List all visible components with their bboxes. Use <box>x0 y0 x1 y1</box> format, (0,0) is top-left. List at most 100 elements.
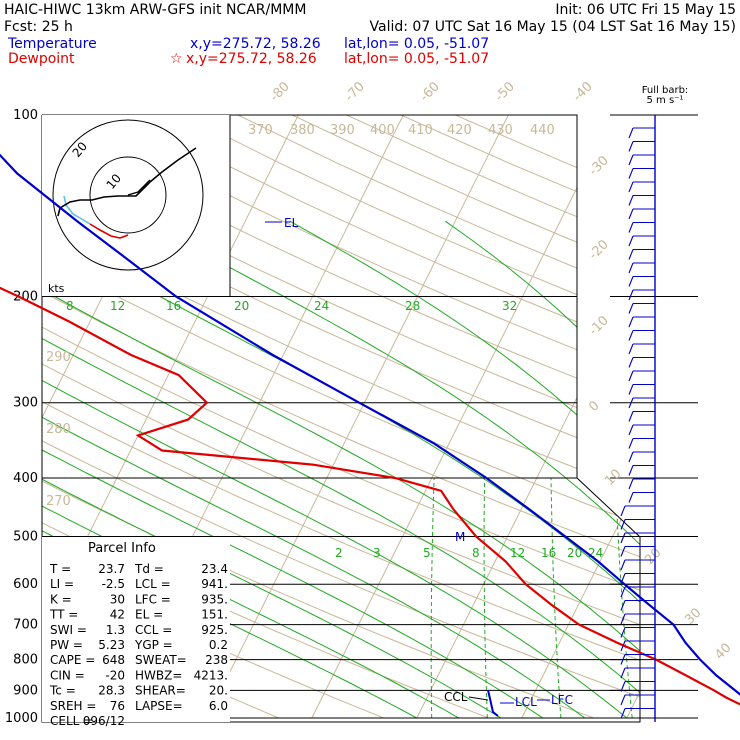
moist-adiabat-label: 12 <box>110 299 125 313</box>
parcel-info-cell: 5.23 <box>98 638 125 652</box>
parcel-info-cell: 096/12 <box>83 714 125 728</box>
parcel-info-cell: HWBZ= <box>135 668 182 682</box>
wind-barb-flag <box>628 478 634 490</box>
mixing-ratio-label: 3 <box>373 546 381 560</box>
parcel-info-cell: LAPSE= <box>135 699 183 713</box>
adiabat-line <box>42 115 640 719</box>
wind-barb-flag <box>620 532 626 544</box>
adiabat-line <box>42 115 384 719</box>
isotherm-line <box>521 115 640 719</box>
wind-barb-flag <box>628 370 634 382</box>
parcel-info-cell: SWEAT= <box>135 653 187 667</box>
wind-barb-flag <box>628 424 634 436</box>
isotherm-label: -50 <box>492 79 518 105</box>
wind-barb-flag <box>620 586 626 598</box>
legend-dewpoint: Dewpoint <box>8 51 75 67</box>
parcel-info-cell: SWI = <box>50 623 87 637</box>
isotherm-label: 10 <box>602 467 624 489</box>
theta-label: 290 <box>46 350 71 365</box>
wind-barb-flag <box>628 195 634 206</box>
background-labels: -80 -70 -60 -50 -40 -30 -20 -10 0 10 20 30 40 370 380 3… <box>46 79 735 663</box>
parcel-info-cell: 23.7 <box>98 562 125 576</box>
wind-barbs <box>620 115 656 722</box>
dewpoint-xy: x,y=275.72, 58.26 <box>186 51 317 67</box>
wind-barb-flag <box>628 411 634 422</box>
pressure-label: 500 <box>13 529 38 544</box>
parcel-info-cell: 28.3 <box>98 684 125 698</box>
adiabat-line <box>400 115 640 719</box>
moist-adiabat-line <box>42 220 544 719</box>
parcel-info-cell: 23.4 <box>201 562 228 576</box>
parcel-info-cell: 42 <box>110 608 125 622</box>
parcel-info-cell: LCL = <box>135 577 171 591</box>
wind-barb-flag <box>628 235 634 247</box>
wind-barb-flag <box>628 222 634 233</box>
temperature-latlon: lat,lon= 0.05, -51.07 <box>344 36 489 52</box>
parcel-info-cell: 1.3 <box>106 623 125 637</box>
wind-barb-flag <box>628 492 634 503</box>
temperature-xy: x,y=275.72, 58.26 <box>190 36 321 52</box>
parcel-info-cell: Tc = <box>49 684 76 698</box>
wind-barb-flag <box>620 681 626 692</box>
wind-barb-flag <box>628 141 634 152</box>
wind-barb-flag <box>628 181 634 193</box>
wind-barb-flag <box>628 384 634 395</box>
ccl-marker: CCL <box>444 690 468 704</box>
adiabat-line <box>42 115 640 719</box>
header-forecast: Fcst: 25 h <box>4 19 73 35</box>
mixing-ratio-line <box>673 478 696 718</box>
wind-barb-flag <box>620 667 626 679</box>
el-marker: EL <box>284 216 299 230</box>
parcel-info-cell: TT = <box>49 608 78 622</box>
wind-barb-flag <box>628 276 634 287</box>
pressure-label: 300 <box>13 396 38 411</box>
theta-label: 420 <box>447 123 472 138</box>
temperature-profile <box>0 153 740 696</box>
parcel-info-panel: Parcel Info T = 23.7 Td = 23.4 LI = -2.5 LCL =… <box>42 537 230 728</box>
dewpoint-profile <box>0 286 740 706</box>
isotherm-label: 0 <box>586 398 602 414</box>
lcl-marker: LCL <box>515 695 537 709</box>
mixing-ratio-label: 16 <box>541 546 556 560</box>
parcel-info-cell: CIN = <box>50 668 85 682</box>
wind-barb-flag <box>628 262 634 274</box>
adiabat-line <box>42 115 640 719</box>
moist-adiabat-label: 24 <box>314 299 329 313</box>
mixing-ratio-label: 24 <box>588 546 603 560</box>
theta-label: 390 <box>330 123 355 138</box>
mixing-ratio-label: 5 <box>423 546 431 560</box>
adiabat-line <box>42 115 640 719</box>
parcel-base-marker <box>487 689 499 717</box>
header-model: HAIC-HIWC 13km ARW-GFS init NCAR/MMM <box>4 2 306 18</box>
parcel-info-cell: 20. <box>209 684 228 698</box>
theta-label: 430 <box>488 123 513 138</box>
legend-temperature: Temperature <box>7 36 97 52</box>
isotherm-label: 20 <box>642 546 664 568</box>
adiabat-line <box>291 115 640 719</box>
isotherm-line <box>416 115 640 719</box>
wind-barb-flag <box>620 573 626 584</box>
wind-barb-flag <box>620 640 626 652</box>
wind-barb-flag <box>628 316 634 328</box>
wind-barb-flag <box>620 600 626 611</box>
isotherm-line <box>206 115 509 719</box>
parcel-info-cell: 648 <box>102 653 125 667</box>
isotherm-label: -10 <box>586 313 612 339</box>
wind-barb-flag <box>620 505 626 517</box>
parcel-info-cell: T = <box>49 562 71 576</box>
isotherm-label: 40 <box>712 641 734 663</box>
parcel-info-cell: 941. <box>201 577 228 591</box>
wind-barb-flag <box>628 289 634 301</box>
hodograph: 20 10 kts <box>42 115 231 296</box>
wind-barb-flag <box>620 559 626 571</box>
wind-barb-flag <box>620 654 626 665</box>
parcel-info-cell: 0.2 <box>209 638 228 652</box>
wind-barb-flag <box>628 397 634 409</box>
parcel-info-cell: EL = <box>135 608 163 622</box>
isotherm-label: -30 <box>586 153 612 179</box>
mixing-ratio-line <box>550 477 562 719</box>
hodograph-trace-low <box>89 223 129 239</box>
wind-barb-flag <box>628 357 634 368</box>
moist-adiabat-line <box>143 220 640 719</box>
